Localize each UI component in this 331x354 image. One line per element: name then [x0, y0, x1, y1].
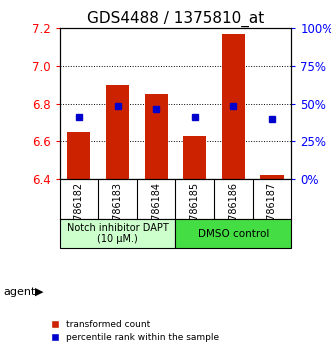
Bar	[222, 34, 245, 179]
Text: Notch inhibitor DAPT
(10 μM.): Notch inhibitor DAPT (10 μM.)	[67, 223, 168, 244]
Bar	[145, 94, 168, 179]
Text: GSM786182: GSM786182	[74, 182, 84, 241]
Bar	[67, 132, 90, 179]
Text: ▶: ▶	[35, 287, 43, 297]
Text: agent: agent	[3, 287, 36, 297]
Title: GDS4488 / 1375810_at: GDS4488 / 1375810_at	[87, 11, 264, 27]
Legend: transformed count, percentile rank within the sample: transformed count, percentile rank withi…	[48, 316, 222, 346]
Bar	[175, 219, 291, 248]
Bar	[260, 175, 284, 179]
Text: DMSO control: DMSO control	[198, 229, 269, 239]
Text: GSM786186: GSM786186	[228, 182, 238, 241]
Bar	[183, 136, 206, 179]
Text: GSM786185: GSM786185	[190, 182, 200, 241]
Bar	[60, 219, 175, 248]
Text: GSM786184: GSM786184	[151, 182, 161, 241]
Text: GSM786183: GSM786183	[113, 182, 122, 241]
Bar	[106, 85, 129, 179]
Text: GSM786187: GSM786187	[267, 182, 277, 241]
